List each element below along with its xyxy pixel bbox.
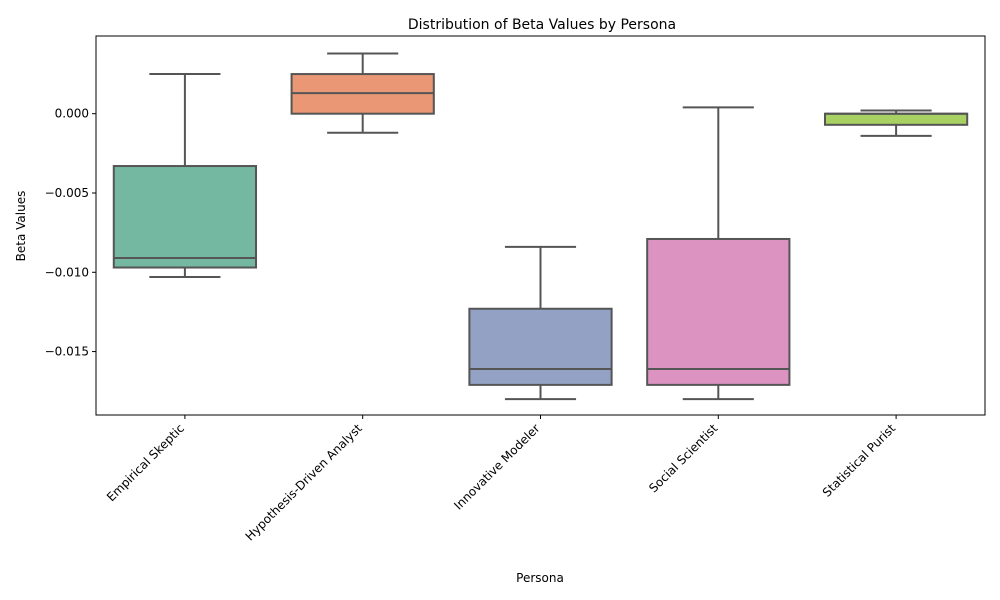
box-body bbox=[468, 307, 613, 386]
box-body bbox=[823, 112, 969, 126]
chart-title: Distribution of Beta Values by Persona bbox=[408, 17, 676, 33]
x-tick-label: Hypothesis-Driven Analyst bbox=[243, 421, 365, 543]
box-body bbox=[646, 237, 791, 386]
x-tick-label: Innovative Modeler bbox=[451, 421, 542, 512]
y-tick-label: 0.000 bbox=[55, 107, 89, 121]
x-tick-label: Social Scientist bbox=[646, 421, 720, 495]
y-axis-label: Beta Values bbox=[14, 191, 28, 262]
box-group bbox=[468, 245, 613, 401]
box-group bbox=[290, 52, 435, 134]
x-tick-label: Empirical Skeptic bbox=[104, 421, 187, 504]
y-tick-label: −0.005 bbox=[45, 186, 89, 200]
box-group bbox=[112, 73, 258, 279]
box-group bbox=[823, 109, 969, 137]
x-tick-label: Statistical Purist bbox=[820, 421, 899, 500]
x-axis-label: Persona bbox=[516, 571, 564, 585]
box-body bbox=[112, 165, 258, 269]
y-tick-label: −0.015 bbox=[45, 345, 89, 359]
box-group bbox=[646, 106, 791, 401]
y-tick-label: −0.010 bbox=[45, 265, 89, 279]
plot-area bbox=[112, 52, 969, 401]
